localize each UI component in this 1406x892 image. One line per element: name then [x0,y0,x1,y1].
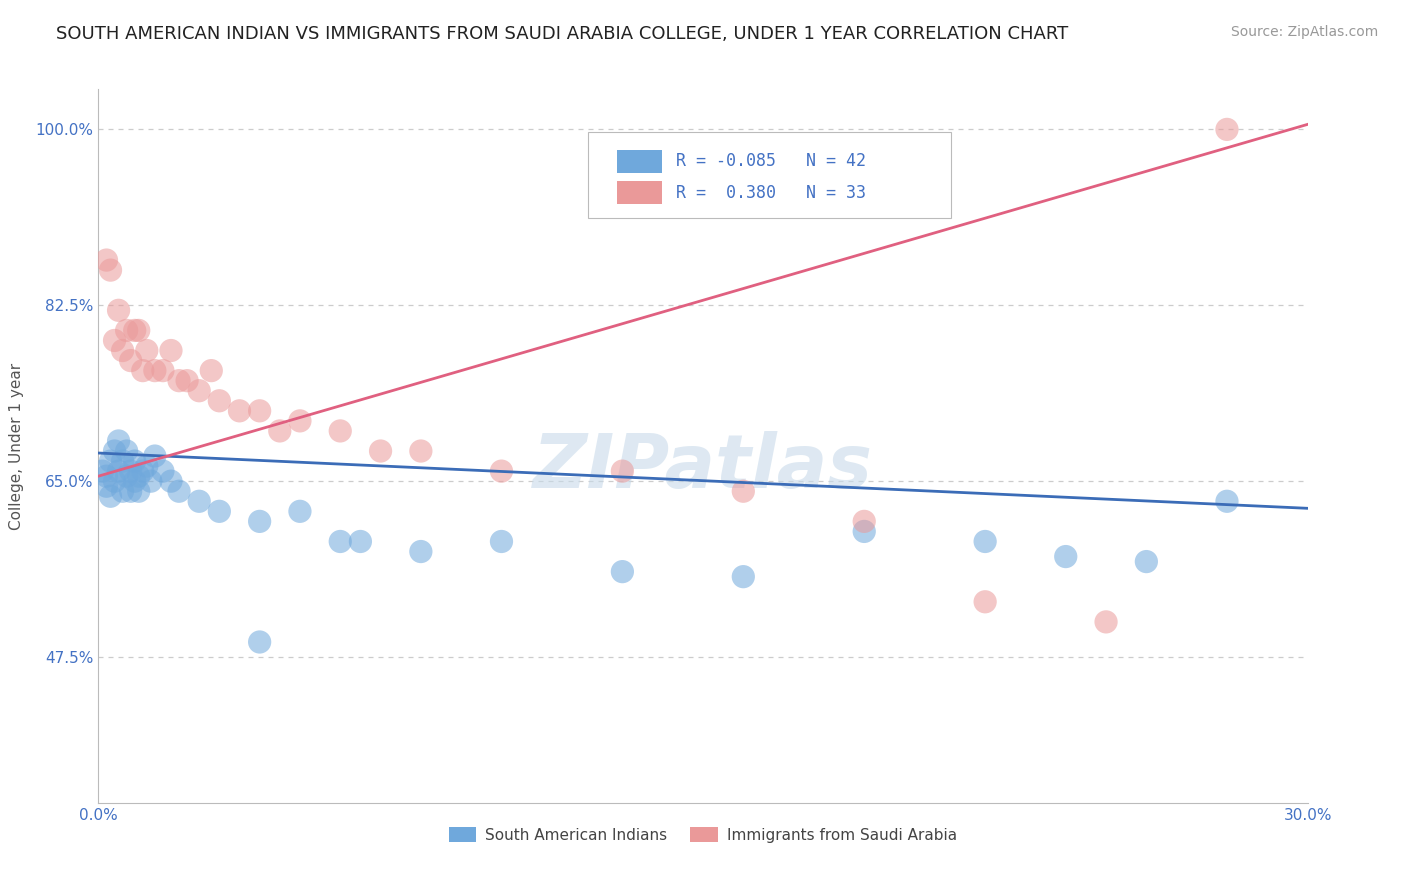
Point [612,565,634,579]
Point [115,444,138,458]
Point [128,469,150,483]
Point [612,464,634,478]
Point [120,464,142,478]
Point [100,454,122,468]
Point [124,474,146,488]
Point [1216,494,1239,508]
Point [128,484,150,499]
Point [107,434,129,448]
Text: Source: ZipAtlas.com: Source: ZipAtlas.com [1230,25,1378,39]
Point [100,489,122,503]
Point [200,363,222,377]
Point [329,424,352,438]
Point [1216,122,1239,136]
Point [329,534,352,549]
Point [349,534,371,549]
Point [115,469,138,483]
Point [103,334,125,348]
FancyBboxPatch shape [588,132,950,218]
Point [491,464,513,478]
Point [132,363,155,377]
Point [733,484,755,499]
Point [269,424,291,438]
Point [115,323,138,337]
Point [139,474,162,488]
Point [107,303,129,318]
Point [1135,555,1157,569]
Point [974,595,997,609]
Point [132,464,155,478]
Point [167,484,190,499]
Point [491,534,513,549]
Point [288,504,311,518]
Point [120,484,142,499]
FancyBboxPatch shape [617,181,662,204]
Point [1054,549,1077,564]
Y-axis label: College, Under 1 year: College, Under 1 year [10,362,24,530]
Point [409,544,432,558]
Point [111,454,134,468]
Point [143,363,166,377]
Text: R = -0.085   N = 42: R = -0.085 N = 42 [676,153,866,170]
Point [103,474,125,488]
Point [208,393,231,408]
Point [249,515,271,529]
Point [208,504,231,518]
Legend: South American Indians, Immigrants from Saudi Arabia: South American Indians, Immigrants from … [443,821,963,848]
Point [96,253,118,268]
Point [974,534,997,549]
Point [188,384,211,398]
FancyBboxPatch shape [617,150,662,173]
Point [249,635,271,649]
Point [853,524,876,539]
Point [160,474,183,488]
Point [124,323,146,337]
Point [120,353,142,368]
Point [228,404,250,418]
Point [135,343,157,358]
Point [152,464,174,478]
Point [91,464,114,478]
Point [135,459,157,474]
Point [288,414,311,428]
Point [100,263,122,277]
Point [160,343,183,358]
Text: ZIPatlas: ZIPatlas [533,431,873,504]
Point [409,444,432,458]
Point [111,343,134,358]
Point [107,464,129,478]
Point [249,404,271,418]
Point [143,449,166,463]
Point [103,444,125,458]
Point [128,323,150,337]
Point [176,374,198,388]
Point [111,484,134,499]
Text: SOUTH AMERICAN INDIAN VS IMMIGRANTS FROM SAUDI ARABIA COLLEGE, UNDER 1 YEAR CORR: SOUTH AMERICAN INDIAN VS IMMIGRANTS FROM… [56,25,1069,43]
Point [152,363,174,377]
Point [370,444,392,458]
Point [733,569,755,583]
Point [96,479,118,493]
Point [188,494,211,508]
Point [124,454,146,468]
Text: R =  0.380   N = 33: R = 0.380 N = 33 [676,184,866,202]
Point [167,374,190,388]
Point [853,515,876,529]
Point [1095,615,1118,629]
Point [96,469,118,483]
